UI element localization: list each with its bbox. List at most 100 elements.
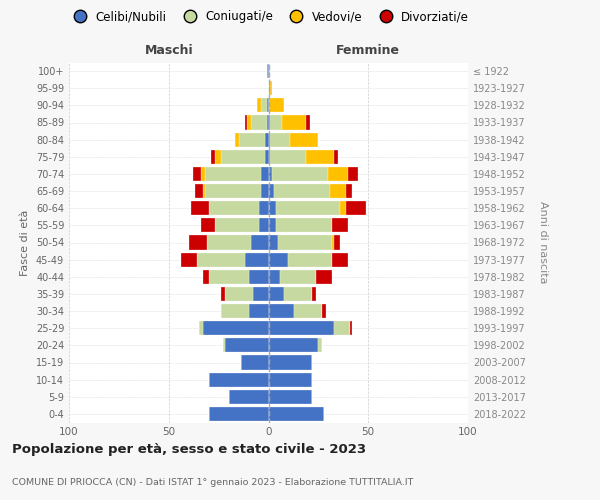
Bar — [197, 252, 245, 266]
Bar — [277, 218, 332, 232]
Bar — [200, 167, 205, 181]
Legend: Celibi/Nubili, Coniugati/e, Vedovi/e, Divorziati/e: Celibi/Nubili, Coniugati/e, Vedovi/e, Di… — [63, 6, 474, 28]
Bar — [269, 98, 284, 112]
Bar — [348, 167, 358, 181]
Bar — [269, 270, 280, 284]
Bar — [269, 64, 271, 78]
Bar — [191, 201, 209, 215]
Bar — [266, 64, 269, 78]
Bar — [266, 98, 269, 112]
Bar — [269, 132, 271, 146]
Bar — [215, 150, 221, 164]
Bar — [328, 167, 348, 181]
Bar — [332, 252, 348, 266]
Bar — [205, 184, 260, 198]
Bar — [223, 338, 224, 352]
Bar — [272, 167, 328, 181]
Bar — [313, 287, 316, 301]
Bar — [269, 218, 277, 232]
Bar — [269, 184, 274, 198]
Bar — [331, 184, 346, 198]
Bar — [269, 321, 334, 335]
Bar — [284, 287, 313, 301]
Bar — [203, 184, 205, 198]
Bar — [251, 236, 269, 250]
Bar — [269, 167, 272, 181]
Bar — [269, 252, 289, 266]
Bar — [340, 201, 346, 215]
Bar — [269, 81, 271, 95]
Bar — [221, 304, 248, 318]
Bar — [245, 116, 247, 130]
Bar — [221, 287, 224, 301]
Bar — [332, 218, 348, 232]
Bar — [269, 116, 271, 130]
Bar — [289, 252, 332, 266]
Bar — [211, 150, 215, 164]
Bar — [271, 81, 272, 95]
Bar — [346, 184, 352, 198]
Bar — [265, 132, 269, 146]
Bar — [253, 287, 269, 301]
Bar — [334, 150, 338, 164]
Bar — [205, 167, 260, 181]
Bar — [332, 236, 334, 250]
Bar — [251, 116, 266, 130]
Bar — [269, 236, 278, 250]
Bar — [265, 150, 269, 164]
Bar — [283, 116, 307, 130]
Bar — [241, 356, 269, 370]
Bar — [229, 390, 269, 404]
Bar — [277, 201, 340, 215]
Bar — [260, 98, 266, 112]
Bar — [199, 321, 203, 335]
Bar — [209, 407, 269, 421]
Bar — [271, 150, 307, 164]
Bar — [215, 218, 259, 232]
Bar — [271, 116, 283, 130]
Bar — [266, 116, 269, 130]
Bar — [269, 407, 325, 421]
Text: Maschi: Maschi — [145, 44, 193, 58]
Bar — [269, 201, 277, 215]
Bar — [248, 304, 269, 318]
Bar — [203, 270, 209, 284]
Bar — [245, 252, 269, 266]
Text: Femmine: Femmine — [336, 44, 400, 58]
Bar — [224, 287, 253, 301]
Bar — [259, 201, 269, 215]
Bar — [319, 338, 322, 352]
Bar — [274, 184, 331, 198]
Bar — [188, 236, 206, 250]
Bar — [269, 338, 319, 352]
Bar — [209, 270, 248, 284]
Bar — [334, 236, 340, 250]
Bar — [248, 270, 269, 284]
Bar — [322, 304, 326, 318]
Bar — [346, 201, 366, 215]
Bar — [278, 236, 332, 250]
Bar — [209, 372, 269, 386]
Bar — [307, 150, 334, 164]
Bar — [235, 132, 239, 146]
Bar — [203, 321, 269, 335]
Y-axis label: Fasce di età: Fasce di età — [20, 210, 30, 276]
Bar — [269, 372, 313, 386]
Bar — [269, 390, 313, 404]
Bar — [334, 321, 350, 335]
Bar — [209, 201, 259, 215]
Bar — [206, 236, 251, 250]
Bar — [260, 184, 269, 198]
Bar — [194, 184, 203, 198]
Bar — [257, 98, 260, 112]
Bar — [295, 304, 322, 318]
Bar — [269, 304, 295, 318]
Bar — [350, 321, 352, 335]
Bar — [269, 150, 271, 164]
Bar — [181, 252, 197, 266]
Bar — [280, 270, 316, 284]
Bar — [247, 116, 251, 130]
Bar — [269, 287, 284, 301]
Bar — [224, 338, 269, 352]
Bar — [316, 270, 332, 284]
